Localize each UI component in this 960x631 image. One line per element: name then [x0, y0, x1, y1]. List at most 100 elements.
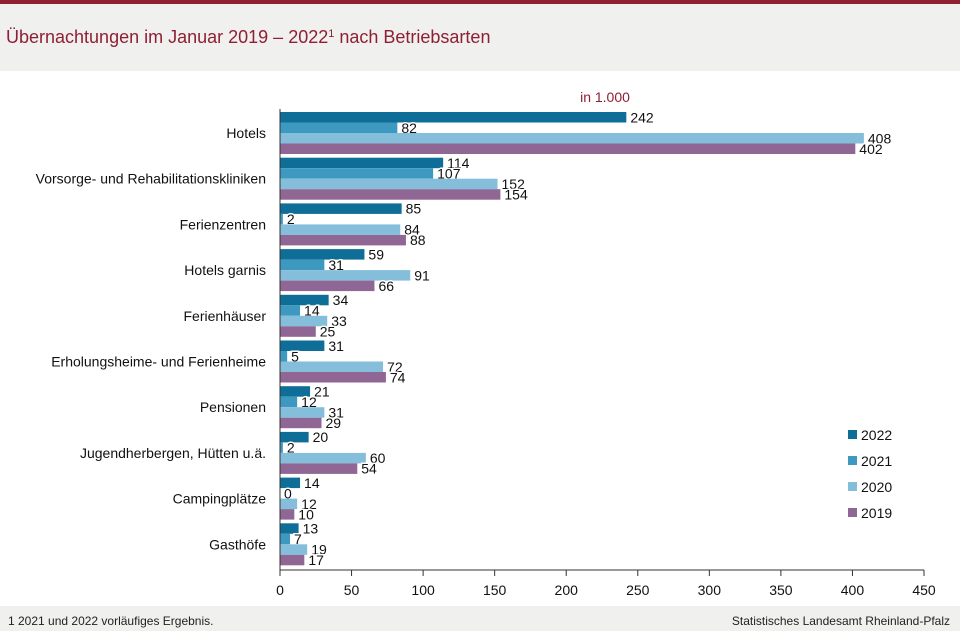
top-accent-bar: [0, 0, 960, 4]
bar: [280, 280, 375, 292]
data-label: 13: [303, 521, 319, 537]
bar: [280, 157, 444, 169]
bar: [280, 234, 406, 246]
x-tick-label: 250: [626, 582, 650, 598]
category-label: Jugendherbergen, Hütten u.ä.: [80, 445, 266, 461]
bar: [280, 294, 329, 306]
bar: [280, 523, 299, 534]
data-label: 114: [447, 155, 470, 171]
data-label: 60: [370, 450, 386, 466]
category-label: Erholungsheime- und Ferienheime: [51, 354, 266, 370]
data-label: 21: [314, 383, 330, 399]
data-label: 12: [301, 394, 317, 410]
legend-label: 2021: [861, 453, 892, 469]
data-label: 20: [313, 429, 329, 445]
x-tick-label: 400: [841, 582, 865, 598]
category-label: Campingplätze: [173, 491, 267, 507]
bar: [280, 213, 283, 225]
bar: [280, 112, 627, 123]
bar: [280, 477, 301, 489]
bar: [280, 203, 402, 214]
data-label: 91: [414, 267, 430, 283]
data-label: 14: [304, 303, 320, 319]
chart-title: Übernachtungen im Januar 2019 – 20221 na…: [6, 27, 491, 47]
data-label: 25: [320, 324, 336, 340]
bar: [280, 168, 434, 179]
bar: [280, 133, 864, 144]
bar: [280, 431, 309, 443]
bar: [280, 509, 295, 520]
data-label: 5: [291, 348, 299, 364]
data-label: 402: [859, 141, 883, 157]
data-label: 12: [301, 496, 317, 512]
bar: [280, 442, 283, 453]
legend-label: 2019: [861, 505, 892, 521]
data-label: 2: [287, 440, 295, 456]
data-label: 74: [390, 369, 406, 385]
x-tick-label: 150: [483, 582, 507, 598]
data-label: 242: [630, 109, 654, 125]
bar: [280, 259, 325, 271]
bar: [280, 315, 328, 327]
bar: [280, 189, 501, 200]
x-tick-label: 450: [912, 582, 936, 598]
bar: [280, 533, 291, 545]
bar: [280, 386, 311, 397]
category-label: Hotels garnis: [184, 262, 266, 278]
data-label: 54: [361, 461, 377, 477]
data-label: 84: [404, 222, 420, 238]
legend-swatch: [848, 430, 857, 439]
x-tick-label: 0: [276, 582, 284, 598]
data-label: 0: [284, 485, 292, 501]
bar: [280, 452, 366, 464]
data-label: 82: [401, 120, 417, 136]
data-label: 34: [333, 292, 349, 308]
data-label: 72: [387, 359, 403, 375]
bar: [280, 361, 384, 372]
category-label: Hotels: [226, 125, 266, 141]
data-label: 14: [304, 475, 320, 491]
bar: [280, 396, 298, 408]
x-tick-label: 300: [698, 582, 722, 598]
bar: [280, 326, 316, 337]
data-label: 19: [311, 542, 327, 558]
data-label: 59: [368, 246, 384, 262]
data-label: 31: [328, 338, 344, 354]
x-tick-label: 350: [769, 582, 793, 598]
category-label: Pensionen: [200, 399, 266, 415]
source-credit: Statistisches Landesamt Rheinland-Pfalz: [731, 614, 950, 628]
bar: [280, 554, 305, 566]
bar: [280, 372, 386, 383]
footnote: 1 2021 und 2022 vorläufiges Ergebnis.: [8, 614, 214, 628]
bar: [280, 143, 856, 154]
data-label: 107: [437, 165, 461, 181]
bar: [280, 305, 301, 316]
data-label: 17: [308, 552, 324, 568]
category-label: Vorsorge- und Rehabilitationskliniken: [36, 171, 266, 187]
data-label: 85: [406, 201, 422, 217]
data-label: 33: [331, 313, 347, 329]
data-label: 31: [328, 257, 344, 273]
data-label: 88: [410, 232, 426, 248]
plot-background: [0, 76, 960, 606]
data-label: 152: [502, 176, 526, 192]
bar: [280, 224, 401, 235]
data-label: 408: [868, 130, 892, 146]
legend-label: 2022: [861, 427, 892, 443]
category-label: Gasthöfe: [209, 536, 266, 552]
bar: [280, 122, 398, 133]
data-label: 10: [298, 506, 314, 522]
data-label: 29: [326, 415, 342, 431]
legend-swatch: [848, 456, 857, 465]
category-label: Ferienzentren: [180, 216, 266, 232]
bar: [280, 178, 498, 190]
bar: [280, 270, 411, 281]
bar: [280, 463, 358, 474]
bar: [280, 351, 288, 362]
data-label: 31: [328, 404, 344, 420]
legend-label: 2020: [861, 479, 892, 495]
bar: [280, 340, 325, 351]
bar: [280, 249, 365, 260]
unit-label: in 1.000: [580, 89, 630, 105]
